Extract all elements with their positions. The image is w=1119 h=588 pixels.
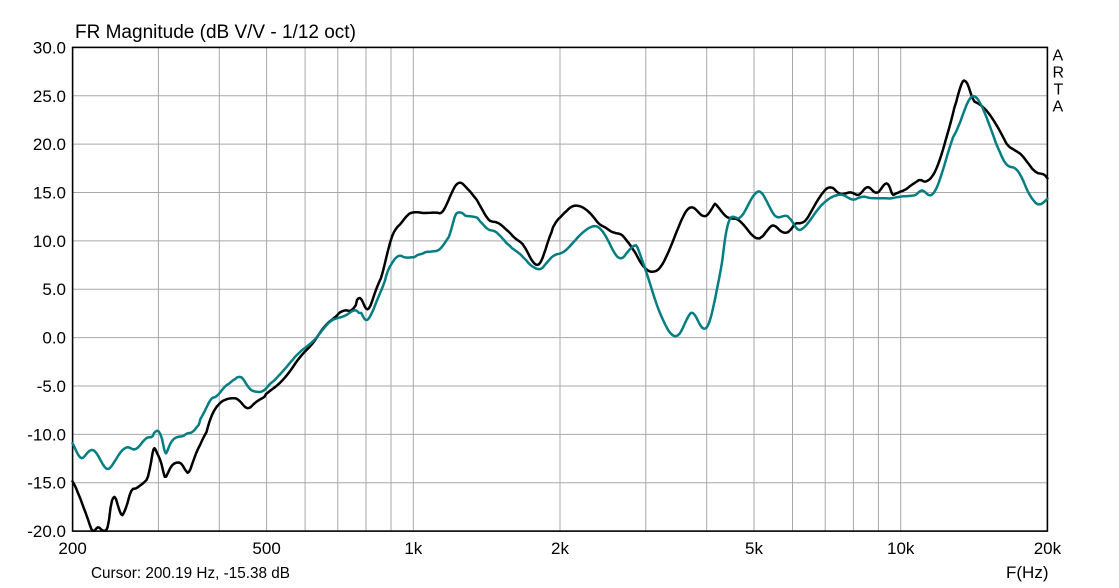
svg-text:A: A <box>1053 99 1064 116</box>
svg-text:T: T <box>1054 82 1064 99</box>
svg-text:0.0: 0.0 <box>42 329 66 348</box>
svg-text:20k: 20k <box>1034 539 1062 558</box>
svg-text:5k: 5k <box>745 539 763 558</box>
svg-text:500: 500 <box>252 539 280 558</box>
svg-text:15.0: 15.0 <box>33 184 66 203</box>
svg-text:A: A <box>1053 48 1064 65</box>
svg-text:10k: 10k <box>887 539 915 558</box>
svg-text:FR Magnitude (dB V/V - 1/12 oc: FR Magnitude (dB V/V - 1/12 oct) <box>75 22 356 43</box>
svg-text:-10.0: -10.0 <box>27 425 66 444</box>
svg-text:20.0: 20.0 <box>33 135 66 154</box>
svg-text:-15.0: -15.0 <box>27 474 66 493</box>
svg-text:30.0: 30.0 <box>33 38 66 57</box>
svg-text:-5.0: -5.0 <box>37 377 66 396</box>
svg-text:F(Hz): F(Hz) <box>1006 563 1048 582</box>
svg-text:2k: 2k <box>551 539 569 558</box>
svg-text:5.0: 5.0 <box>42 280 66 299</box>
svg-text:R: R <box>1053 65 1065 82</box>
svg-text:1k: 1k <box>404 539 422 558</box>
svg-text:10.0: 10.0 <box>33 232 66 251</box>
svg-text:200: 200 <box>58 539 86 558</box>
svg-text:-20.0: -20.0 <box>27 522 66 541</box>
svg-text:Cursor: 200.19 Hz, -15.38 dB: Cursor: 200.19 Hz, -15.38 dB <box>91 565 290 582</box>
svg-text:25.0: 25.0 <box>33 87 66 106</box>
